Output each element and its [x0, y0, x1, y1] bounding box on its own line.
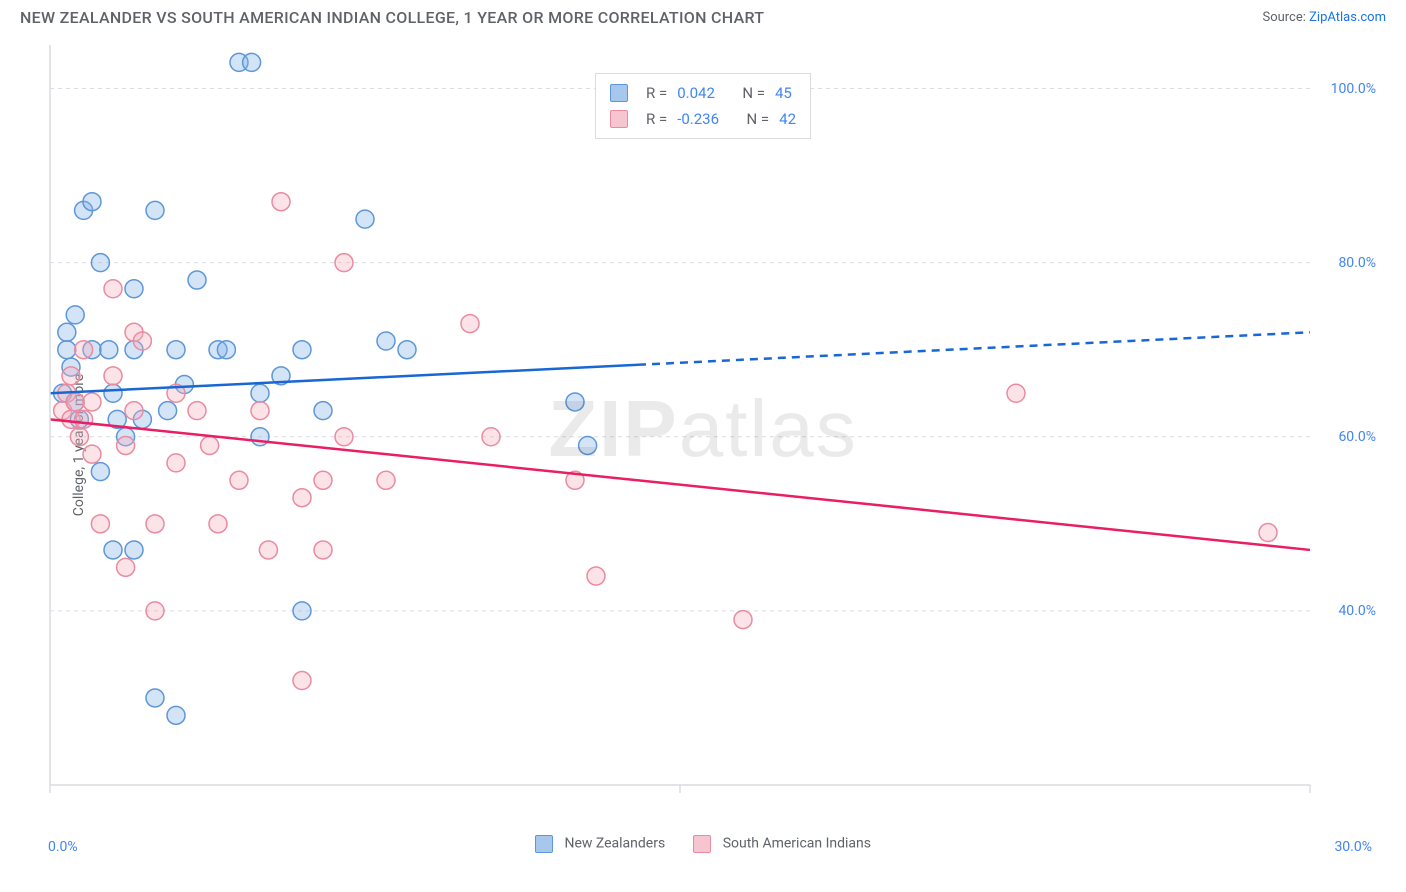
x-tick-min: 0.0%	[48, 839, 78, 855]
legend-row-1: R = 0.042 N = 45	[610, 80, 796, 106]
y-tick-label: 100.0%	[1331, 81, 1376, 97]
source-link[interactable]: ZipAtlas.com	[1309, 10, 1386, 25]
bottom-legend-item-1: New Zealanders	[535, 835, 665, 853]
bottom-legend: New Zealanders South American Indians	[535, 835, 871, 853]
correlation-legend: R = 0.042 N = 45 R = -0.236 N = 42	[595, 73, 811, 139]
chart-source: Source: ZipAtlas.com	[1262, 10, 1386, 25]
bottom-swatch-blue	[535, 835, 553, 853]
scatter-chart	[40, 35, 1380, 825]
bottom-swatch-pink	[693, 835, 711, 853]
chart-area: College, 1 year or more ZIPatlas R = 0.0…	[0, 35, 1406, 855]
x-tick-max: 30.0%	[1334, 839, 1372, 855]
chart-title: NEW ZEALANDER VS SOUTH AMERICAN INDIAN C…	[20, 8, 764, 27]
bottom-legend-item-2: South American Indians	[693, 835, 871, 853]
legend-swatch-blue	[610, 84, 628, 102]
chart-header: NEW ZEALANDER VS SOUTH AMERICAN INDIAN C…	[0, 0, 1406, 35]
y-tick-label: 40.0%	[1338, 603, 1376, 619]
y-tick-label: 80.0%	[1338, 255, 1376, 271]
y-tick-label: 60.0%	[1338, 429, 1376, 445]
legend-row-2: R = -0.236 N = 42	[610, 106, 796, 132]
legend-swatch-pink	[610, 110, 628, 128]
